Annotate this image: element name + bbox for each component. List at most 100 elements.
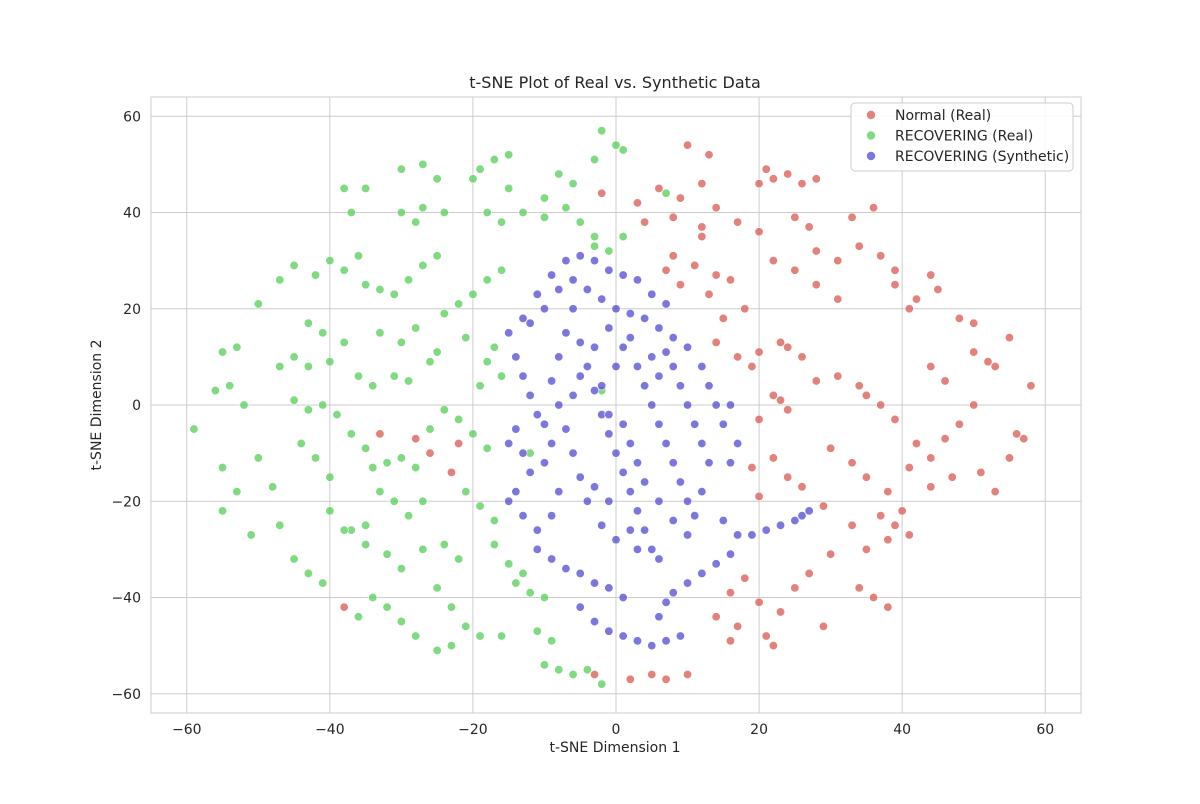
data-point [482, 357, 492, 367]
data-point [597, 126, 607, 136]
data-point [532, 525, 542, 535]
data-point [718, 313, 728, 323]
data-point [854, 381, 864, 391]
data-point [797, 511, 807, 521]
data-point [346, 208, 356, 218]
data-point [854, 241, 864, 251]
data-point [582, 284, 592, 294]
data-point [575, 568, 585, 578]
data-point [804, 506, 814, 516]
data-point [446, 641, 456, 651]
data-point [733, 438, 743, 448]
data-point [683, 530, 693, 540]
data-point [461, 621, 471, 631]
data-point [640, 477, 650, 487]
data-point [632, 361, 642, 371]
data-point [604, 429, 614, 439]
y-tick-label: 20 [123, 302, 141, 318]
data-point [675, 631, 685, 641]
data-point [375, 328, 385, 338]
data-point [325, 357, 335, 367]
data-point [382, 549, 392, 559]
legend-marker [866, 151, 876, 161]
data-point [640, 525, 650, 535]
data-point [747, 361, 757, 371]
data-point [704, 458, 714, 468]
data-point [618, 631, 628, 641]
data-point [761, 164, 771, 174]
data-point [697, 487, 707, 497]
data-point [353, 612, 363, 622]
data-point [611, 304, 621, 314]
data-point [489, 342, 499, 352]
y-tick-label: −40 [111, 591, 141, 607]
data-point [625, 525, 635, 535]
data-point [904, 304, 914, 314]
data-point [618, 145, 628, 155]
data-point [776, 337, 786, 347]
data-point [475, 381, 485, 391]
data-point [790, 515, 800, 525]
data-point [668, 515, 678, 525]
data-point [353, 371, 363, 381]
series-2 [189, 126, 671, 689]
data-point [532, 626, 542, 636]
data-point [833, 294, 843, 304]
data-point [239, 400, 249, 410]
data-point [632, 458, 642, 468]
data-point [575, 472, 585, 482]
data-point [368, 463, 378, 473]
data-point [647, 352, 657, 362]
data-point [790, 583, 800, 593]
x-tick-label: 0 [612, 722, 621, 738]
data-point [554, 487, 564, 497]
data-point [432, 583, 442, 593]
data-point [439, 405, 449, 415]
data-point [711, 203, 721, 213]
x-tick-label: −20 [458, 722, 488, 738]
x-tick-label: −60 [172, 722, 202, 738]
data-point [525, 318, 535, 328]
data-point [618, 232, 628, 242]
data-point [532, 544, 542, 554]
data-point [683, 578, 693, 588]
data-point [797, 352, 807, 362]
data-point [632, 544, 642, 554]
x-tick-label: 40 [893, 722, 911, 738]
data-point [768, 453, 778, 463]
data-point [346, 429, 356, 439]
data-point [783, 405, 793, 415]
data-point [668, 458, 678, 468]
data-point [361, 540, 371, 550]
data-point [933, 284, 943, 294]
data-point [318, 328, 328, 338]
data-point [926, 361, 936, 371]
data-point [504, 438, 514, 448]
data-point [539, 660, 549, 670]
data-point [725, 549, 735, 559]
data-point [618, 592, 628, 602]
data-point [654, 419, 664, 429]
data-point [640, 217, 650, 227]
data-point [532, 410, 542, 420]
data-point [561, 256, 571, 266]
data-point [711, 559, 721, 569]
data-point [411, 217, 421, 227]
data-point [475, 501, 485, 511]
data-point [811, 376, 821, 386]
data-point [590, 386, 600, 396]
data-point [683, 496, 693, 506]
data-point [733, 621, 743, 631]
data-point [218, 506, 228, 516]
data-point [869, 203, 879, 213]
data-point [611, 140, 621, 150]
legend-label: Normal (Real) [895, 108, 991, 124]
data-point [947, 472, 957, 482]
data-point [339, 602, 349, 612]
data-points [189, 126, 1036, 689]
data-point [461, 487, 471, 497]
data-point [425, 357, 435, 367]
data-point [754, 227, 764, 237]
data-point [697, 361, 707, 371]
data-point [432, 347, 442, 357]
